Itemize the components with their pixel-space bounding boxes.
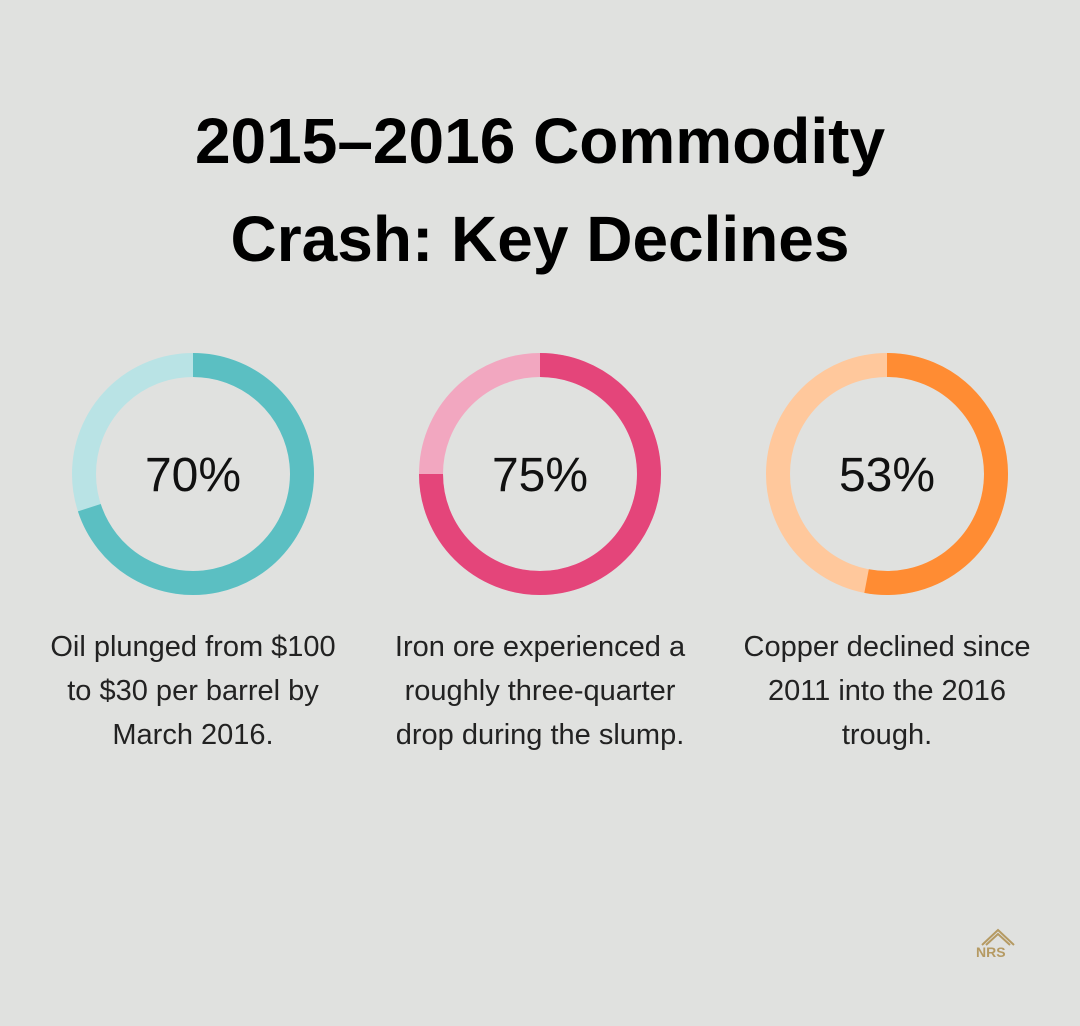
logo: NRS: [976, 944, 1006, 960]
value-label: 70%: [145, 449, 241, 502]
value-label: 53%: [839, 449, 935, 502]
description: Copper declined since 2011 into the 2016…: [743, 631, 1031, 751]
donut-arc: [419, 353, 661, 595]
description: Oil plunged from $100 to $30 per barrel …: [50, 631, 336, 751]
description: Iron ore experienced a roughly three-qua…: [394, 631, 686, 751]
value-label: 75%: [492, 449, 588, 502]
donut-arc: [864, 353, 1008, 595]
logo-icon: [981, 928, 1015, 946]
title: 2015–2016 Commodity Crash: Key Declines: [194, 105, 886, 275]
donut-arc: [77, 353, 314, 595]
